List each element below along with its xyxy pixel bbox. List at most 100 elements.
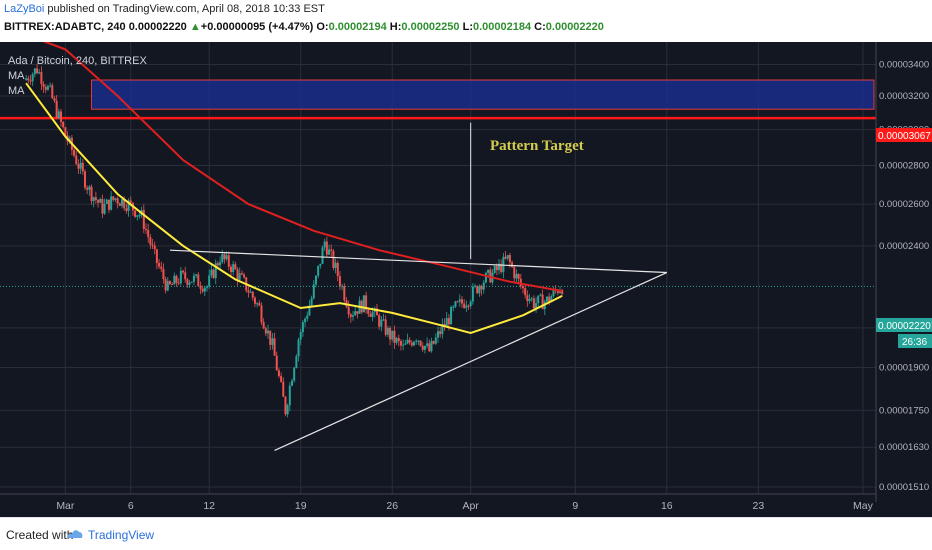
candle-down [439,331,442,335]
candle-up [380,319,383,327]
low-label: L: [462,21,473,33]
candle-up [413,341,416,346]
candle-down [504,256,507,259]
price-tick-label: 0.00003200 [879,91,929,102]
target-price-badge [876,128,932,142]
candle-down [118,203,121,206]
candle-down [199,286,202,289]
candle-down [145,229,147,231]
candle-up [249,291,252,293]
candle-down [500,263,503,273]
time-tick-label: 26 [386,500,398,512]
price-axis-background[interactable] [876,42,932,502]
price-chart[interactable]: Pattern Target Ada / Bitcoin, 240, BITTR… [0,42,932,517]
candle-up [190,281,193,283]
candle-down [101,199,104,214]
candle-down [184,272,187,280]
candle-up [127,200,130,211]
candle-down [107,199,110,210]
candle-down [463,303,466,308]
candle-up [232,264,235,273]
candle-up [256,303,259,305]
price-tick-label: 0.00001510 [879,482,929,493]
price-tick-label: 0.00002600 [879,199,929,210]
candle-down [29,80,32,82]
time-axis-labels: Mar 6 12 19 26 Apr 9 16 23 May [56,500,873,512]
candle-down [338,276,341,287]
candle-down [116,198,119,204]
candle-up [482,282,485,290]
candle-up [210,269,213,276]
candle-up [417,340,420,342]
candle-down [419,340,422,346]
candle-down [410,342,413,346]
time-tick-label: 9 [572,500,578,512]
candle-down [251,291,254,298]
candle-up [321,247,324,264]
candle-up [502,256,505,273]
ma-slow-line [42,42,563,293]
candle-down [223,254,226,260]
candle-up [452,306,455,308]
publish-header: LaZyBoi published on TradingView.com, Ap… [0,0,932,42]
candle-down [532,298,535,309]
candle-down [513,267,516,279]
close-label: C: [534,21,546,33]
candle-up [465,305,468,308]
candle-down [234,264,237,270]
candle-up [103,204,106,214]
candle-up [203,287,206,292]
candle-up [474,285,477,287]
candle-down [55,100,58,118]
candle-up [114,198,117,200]
target-line [0,116,876,287]
high-label: H: [389,21,402,33]
time-tick-label: 12 [203,500,215,512]
candle-up [552,289,555,297]
candle-up [395,338,398,343]
candle-down [42,84,45,87]
time-tick-label: Apr [463,500,480,512]
author-link[interactable]: LaZyBoi [4,3,45,15]
candle-up [441,323,444,335]
candle-up [195,274,198,276]
trend-lines [169,122,668,451]
candle-up [206,286,209,288]
candle-up [306,315,309,319]
candle-down [524,288,527,296]
candle-up [445,318,448,327]
candle-up [214,263,217,279]
candle-down [212,269,215,279]
candle-up [46,86,49,90]
lower-trend-line [274,271,668,451]
candle-down [83,171,86,188]
candle-down [112,196,115,200]
candle-down [397,338,400,342]
candle-down [421,345,424,350]
candle-up [88,186,91,190]
candle-up [314,275,317,285]
candle-up [323,241,326,248]
candle-down [151,244,154,246]
candle-down [60,111,63,122]
candle-down [186,279,189,285]
candle-up [415,340,418,342]
open-value: 0.00002194 [328,21,387,33]
candle-down [336,262,339,277]
candle-down [201,288,204,292]
candle-up [295,356,298,368]
candle-down [476,285,479,294]
countdown-text: 26:36 [902,337,927,348]
candle-up [79,162,82,169]
candle-down [155,249,158,264]
candle-up [138,215,141,217]
candle-up [317,265,320,276]
candle-down [97,199,100,203]
candle-up [110,196,113,210]
candle-up [271,338,274,345]
candle-down [90,186,93,202]
candle-down [284,396,287,415]
candles [25,64,564,418]
candle-up [404,343,407,345]
tradingview-link[interactable]: TradingView [88,528,155,542]
